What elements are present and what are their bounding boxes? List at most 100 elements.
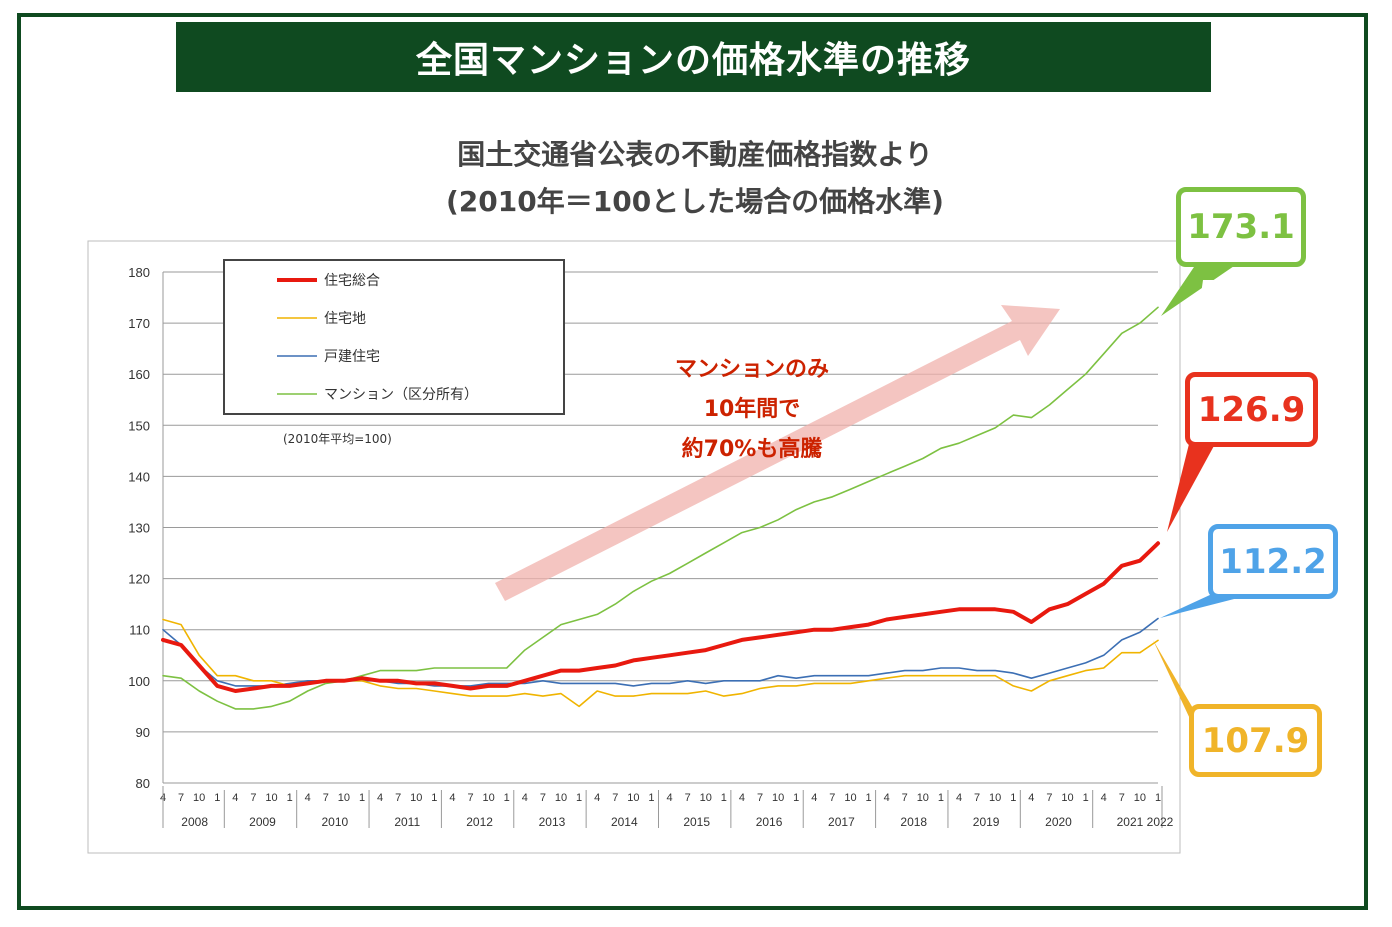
x-year-label: 2019 [973, 815, 1000, 829]
legend-label: マンション（区分所有） [324, 387, 478, 403]
x-month-tick: 10 [265, 792, 277, 804]
callout-house-value: 112.2 [1208, 524, 1338, 599]
x-month-tick: 4 [449, 792, 455, 804]
x-month-tick: 10 [700, 792, 712, 804]
x-month-tick: 7 [612, 792, 618, 804]
subtitle-source: 国土交通省公表の不動産価格指数より [457, 138, 933, 171]
x-month-tick: 4 [594, 792, 600, 804]
x-month-tick: 10 [772, 792, 784, 804]
x-month-tick: 4 [1101, 792, 1107, 804]
x-month-tick: 1 [721, 792, 727, 804]
subtitle-baseline: (2010年＝100とした場合の価格水準) [446, 185, 944, 218]
x-year-label: 2018 [900, 815, 927, 829]
y-tick-label: 180 [128, 265, 150, 280]
callout-pointer-mansion-inner [1197, 280, 1223, 322]
x-month-tick: 7 [902, 792, 908, 804]
x-month-tick: 4 [666, 792, 672, 804]
legend-box [223, 259, 565, 415]
trend-arrow [495, 305, 1060, 601]
y-tick-label: 160 [128, 367, 150, 382]
x-month-tick: 1 [431, 792, 437, 804]
x-month-tick: 1 [938, 792, 944, 804]
y-tick-label: 100 [128, 674, 150, 689]
annotation-text: 約70%も高騰 [682, 436, 823, 462]
x-year-label: 2017 [828, 815, 855, 829]
x-year-label: 2021 [1117, 815, 1144, 829]
x-month-tick: 7 [540, 792, 546, 804]
series-line-total [161, 541, 1160, 693]
x-year-label: 2014 [611, 815, 638, 829]
x-month-tick: 7 [1046, 792, 1052, 804]
x-year-label: 2008 [181, 815, 208, 829]
x-year-label: 2012 [466, 815, 493, 829]
y-tick-label: 80 [136, 776, 150, 791]
y-tick-label: 140 [128, 469, 150, 484]
y-tick-label: 110 [129, 623, 150, 638]
callout-total-value: 126.9 [1185, 372, 1318, 447]
x-month-tick: 10 [1134, 792, 1146, 804]
x-month-tick: 10 [338, 792, 350, 804]
x-month-tick: 7 [974, 792, 980, 804]
x-month-tick: 4 [956, 792, 962, 804]
x-month-tick: 1 [1010, 792, 1016, 804]
x-month-tick: 4 [739, 792, 745, 804]
x-year-label: 2009 [249, 815, 276, 829]
x-month-tick: 7 [250, 792, 256, 804]
x-month-tick: 1 [287, 792, 293, 804]
x-year-label: 2010 [322, 815, 349, 829]
legend-label: 住宅地 [324, 311, 366, 327]
x-month-tick: 10 [844, 792, 856, 804]
x-month-tick: 7 [323, 792, 329, 804]
x-month-tick: 7 [467, 792, 473, 804]
x-month-tick: 10 [627, 792, 639, 804]
legend-label: 戸建住宅 [324, 349, 380, 365]
x-month-tick: 1 [793, 792, 799, 804]
y-tick-label: 150 [128, 418, 150, 433]
y-tick-label: 130 [128, 521, 150, 536]
chart-note: (2010年平均=100) [283, 432, 392, 446]
x-month-tick: 4 [232, 792, 238, 804]
x-month-tick: 7 [1119, 792, 1125, 804]
page-title: 全国マンションの価格水準の推移 [176, 22, 1211, 92]
x-month-tick: 4 [811, 792, 817, 804]
x-year-label: 2020 [1045, 815, 1072, 829]
x-month-tick: 4 [884, 792, 890, 804]
x-year-label: 2011 [394, 815, 420, 829]
x-month-tick: 4 [522, 792, 528, 804]
x-year-label: 2015 [683, 815, 710, 829]
x-month-tick: 7 [178, 792, 184, 804]
x-month-tick: 1 [865, 792, 871, 804]
callout-mansion-value: 173.1 [1176, 187, 1306, 267]
x-year-label: 2016 [756, 815, 783, 829]
annotation-text: マンションのみ [675, 357, 829, 382]
callout-pointer-mansion [1161, 264, 1237, 316]
x-month-tick: 7 [685, 792, 691, 804]
y-tick-label: 90 [136, 725, 150, 740]
y-tick-label: 170 [128, 316, 150, 331]
x-month-tick: 7 [395, 792, 401, 804]
callout-land-value: 107.9 [1189, 704, 1322, 777]
annotation-text: 10年間で [704, 396, 801, 422]
x-month-tick: 10 [193, 792, 205, 804]
x-month-tick: 1 [576, 792, 582, 804]
x-year-label: 2013 [539, 815, 566, 829]
callout-pointer-land [1153, 640, 1198, 736]
x-month-tick: 10 [410, 792, 422, 804]
x-month-tick: 4 [305, 792, 311, 804]
x-month-tick: 1 [214, 792, 220, 804]
x-month-tick: 10 [483, 792, 495, 804]
x-month-tick: 1 [359, 792, 365, 804]
x-month-tick: 7 [829, 792, 835, 804]
x-year-label: 2022 [1147, 815, 1174, 829]
x-month-tick: 10 [989, 792, 1001, 804]
x-month-tick: 4 [1028, 792, 1034, 804]
x-month-tick: 1 [648, 792, 654, 804]
x-month-tick: 4 [377, 792, 383, 804]
callout-pointer-house [1160, 594, 1238, 618]
legend-label: 住宅総合 [324, 273, 380, 289]
y-tick-label: 120 [128, 572, 150, 587]
x-month-tick: 10 [555, 792, 567, 804]
x-month-tick: 1 [1083, 792, 1089, 804]
callout-pointer-total [1167, 440, 1215, 532]
